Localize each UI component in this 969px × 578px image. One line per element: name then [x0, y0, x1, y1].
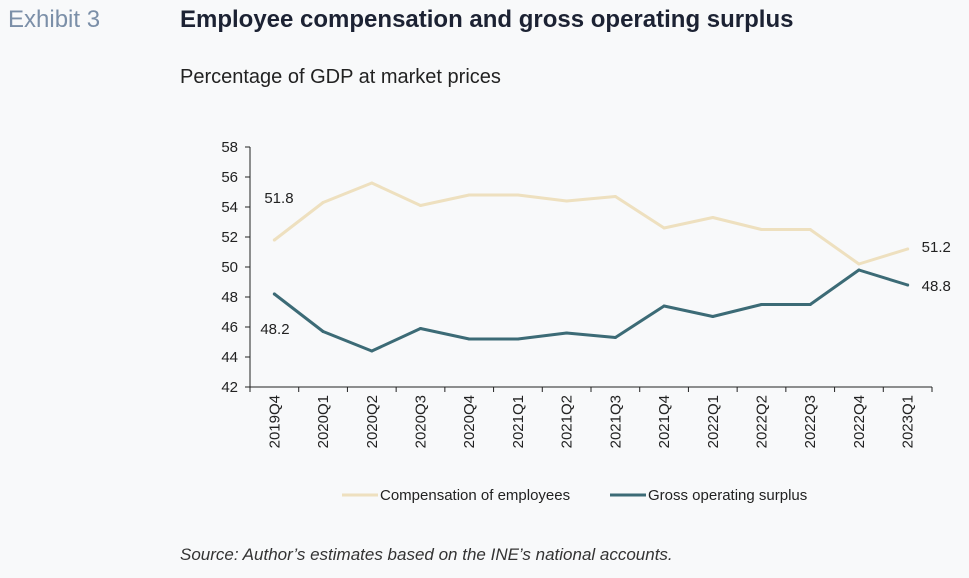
- x-tick-label: 2021Q1: [510, 395, 527, 448]
- compensation-point: [419, 204, 422, 207]
- gross-surplus-point: [711, 315, 715, 318]
- chart-title: Employee compensation and gross operatin…: [180, 6, 794, 33]
- gross-surplus-point: [370, 349, 374, 353]
- exhibit-label: Exhibit 3: [8, 6, 101, 33]
- y-tick-label: 46: [221, 319, 238, 336]
- gross-surplus-point: [613, 336, 617, 339]
- compensation-point: [662, 226, 666, 230]
- gross-surplus-point: [565, 331, 569, 335]
- legend-label: Compensation of employees: [380, 487, 570, 504]
- x-tick-label: 2020Q2: [364, 395, 381, 448]
- gross-surplus-point: [467, 337, 471, 341]
- y-tick-label: 52: [221, 229, 238, 246]
- y-tick-label: 54: [221, 199, 238, 216]
- compensation-point: [272, 238, 276, 242]
- gross-surplus-point: [272, 292, 276, 296]
- compensation-point: [808, 228, 812, 231]
- x-tick-label: 2020Q4: [461, 395, 478, 448]
- y-tick-label: 42: [221, 379, 238, 396]
- x-tick-label: 2021Q2: [559, 395, 576, 448]
- y-tick-label: 48: [221, 289, 238, 306]
- compensation-line: [272, 181, 910, 266]
- compensation-point: [760, 228, 763, 231]
- y-tick-label: 58: [221, 139, 238, 156]
- compensation-point: [711, 216, 715, 219]
- data-label: 51.8: [264, 190, 293, 207]
- gross-surplus-point: [760, 303, 763, 306]
- gross-surplus-point: [906, 283, 910, 287]
- x-tick-label: 2020Q1: [315, 395, 332, 448]
- compensation-point: [565, 199, 569, 203]
- gross-surplus-point: [419, 327, 422, 330]
- x-tick-label: 2019Q4: [266, 395, 283, 448]
- legend-label: Gross operating surplus: [648, 487, 807, 504]
- x-tick-label: 2021Q4: [656, 395, 673, 448]
- x-tick-label: 2021Q3: [607, 395, 624, 448]
- compensation-point: [857, 262, 861, 266]
- y-tick-label: 56: [221, 169, 238, 186]
- x-tick-label: 2022Q1: [705, 395, 722, 448]
- gross-surplus-line: [272, 268, 910, 353]
- chart-subtitle: Percentage of GDP at market prices: [180, 66, 501, 88]
- compensation-point: [516, 193, 520, 197]
- x-tick-label: 2023Q1: [900, 395, 917, 448]
- gross-surplus-point: [321, 330, 325, 333]
- data-label: 51.2: [922, 239, 951, 256]
- compensation-point: [370, 181, 374, 185]
- gross-surplus-point: [857, 268, 861, 272]
- x-tick-label: 2020Q3: [413, 395, 430, 448]
- gross-surplus-point: [808, 303, 812, 306]
- source-note: Source: Author’s estimates based on the …: [180, 545, 673, 564]
- gross-surplus-point: [516, 337, 520, 341]
- compensation-point: [906, 247, 910, 251]
- x-tick-label: 2022Q3: [802, 395, 819, 448]
- gross-surplus-point: [662, 304, 666, 308]
- compensation-point: [613, 195, 617, 198]
- compensation-point: [467, 193, 471, 197]
- x-tick-label: 2022Q2: [754, 395, 771, 448]
- y-tick-label: 44: [221, 349, 238, 366]
- y-tick-label: 50: [221, 259, 238, 276]
- x-tick-label: 2022Q4: [851, 395, 868, 448]
- compensation-point: [321, 201, 325, 204]
- data-label: 48.2: [260, 321, 289, 338]
- data-label: 48.8: [922, 278, 951, 295]
